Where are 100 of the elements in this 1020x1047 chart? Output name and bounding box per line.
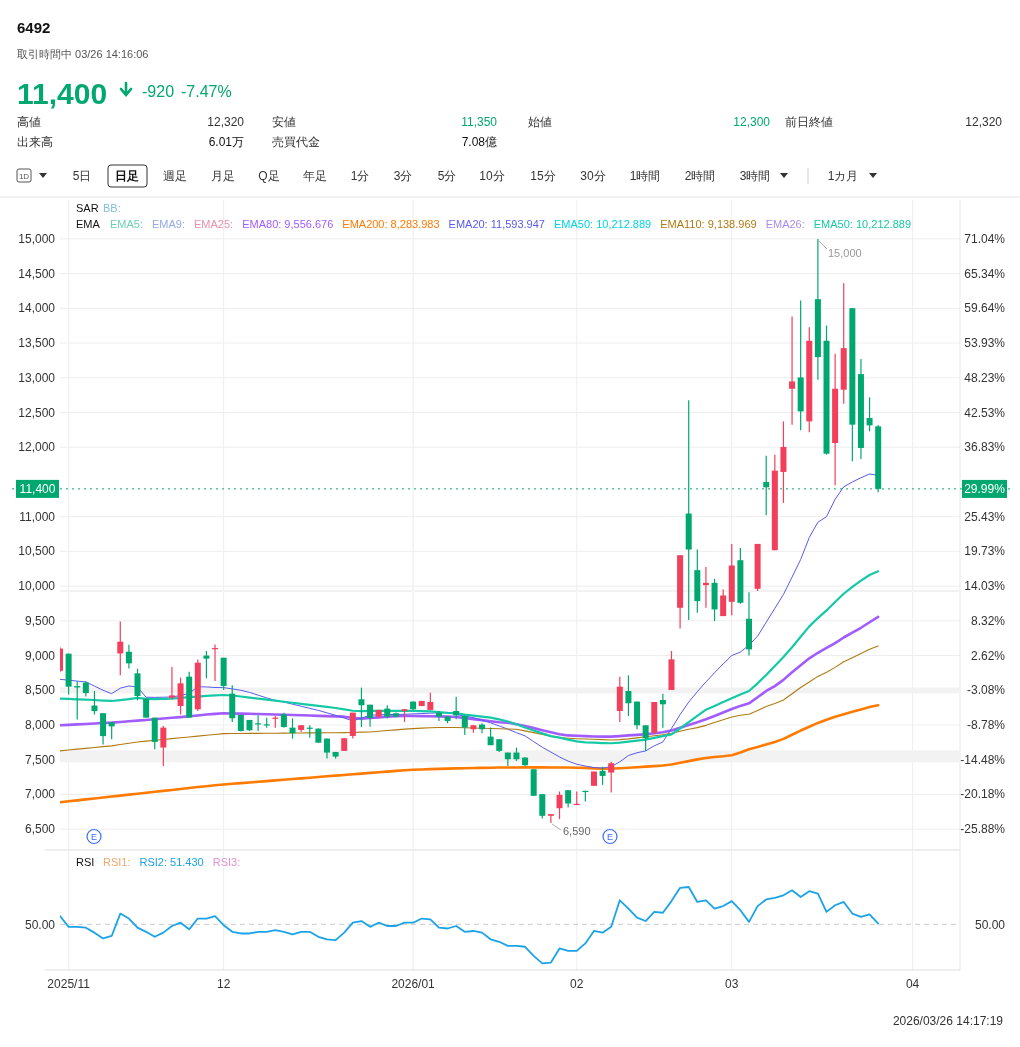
text: Q足 [258, 169, 280, 183]
text: 1カ月 [827, 169, 859, 183]
text: 2時間 [684, 169, 716, 183]
legend-label: EMA5: [110, 218, 144, 230]
legend-label: EMA9: [152, 218, 186, 230]
x-tick-label: 2026/01 [391, 977, 436, 991]
text: 1D [18, 172, 30, 181]
text: 年足 [303, 169, 327, 183]
annotation: SAR [76, 202, 99, 214]
y-tick-label: 10,500 [18, 544, 56, 559]
text: 3時間 [739, 169, 771, 183]
y-tick-label: 7,500 [24, 752, 56, 767]
y-tick-label: 9,000 [24, 648, 56, 663]
y2-tick-label: 71.04% [964, 231, 1006, 246]
y2-tick-label: 25.43% [964, 509, 1006, 524]
text: EMA80: 9,556.676 [242, 218, 334, 230]
text: 11,350 [461, 115, 498, 129]
y-tick-label: 15,000 [18, 231, 56, 246]
y-tick-label: 8,000 [24, 718, 56, 732]
ref-line-label: 29.99% [964, 481, 1006, 496]
text: 安値 [272, 115, 296, 129]
annotation: E [90, 832, 98, 842]
legend-label: RSI3: [212, 856, 241, 868]
y2-tick-label: 36.83% [964, 440, 1006, 455]
y-tick-label: 13,000 [18, 370, 56, 385]
text: 高値 [17, 115, 41, 129]
y2-tick-label: 8.32% [970, 613, 1006, 628]
text: 始値 [528, 115, 552, 129]
y2-tick-label: 19.73% [964, 544, 1006, 559]
y-tick-label: 9,500 [24, 613, 56, 628]
text: -920 [142, 83, 175, 100]
x-tick-label: 03 [725, 977, 739, 991]
legend-label: EMA50: 10,212.889 [553, 218, 652, 230]
annotation: BB: [103, 202, 121, 214]
text: 15分 [530, 169, 556, 183]
x-tick-label: 02 [570, 977, 584, 991]
annotation: EMA [76, 218, 101, 230]
y2-tick-label: -3.08% [966, 683, 1006, 698]
y-tick-label: 14,000 [18, 301, 56, 316]
text: 1分 [350, 169, 370, 183]
text: 11,400 [17, 77, 108, 110]
text: 50.00 [24, 918, 56, 932]
text: 月足 [211, 169, 235, 183]
text: 12,320 [207, 115, 245, 129]
y2-tick-label: -8.78% [966, 718, 1006, 733]
text: 日足 [115, 169, 139, 183]
text: 7.08億 [461, 135, 497, 149]
y-tick-label: 11,000 [19, 509, 56, 524]
text: 1時間 [629, 169, 661, 183]
chart-subtitle: 取引時間中 03/26 14:16:06 [17, 48, 149, 60]
text: 3分 [393, 169, 413, 183]
annotation: 6,590 [563, 825, 591, 837]
y2-tick-label: 48.23% [964, 370, 1006, 385]
y2-tick-label: 42.53% [964, 405, 1006, 420]
ref-line-label: 11,400 [19, 481, 56, 496]
text: 12,320 [965, 115, 1003, 129]
text: 12,300 [733, 115, 771, 129]
text: 5日 [72, 169, 92, 183]
y-tick-label: 8,500 [24, 683, 56, 698]
x-tick-label: 12 [216, 977, 231, 991]
y2-tick-label: -14.48% [960, 752, 1006, 767]
y2-tick-label: 14.03% [964, 579, 1006, 594]
text: 5分 [437, 169, 457, 183]
text: 50.00 [974, 918, 1006, 932]
text: EMA50: 10,212.889 [813, 218, 912, 230]
annotation: 15,000 [828, 247, 862, 259]
y2-tick-label: 2.62% [970, 648, 1006, 663]
text: 出来高 [17, 135, 53, 149]
y-tick-label: 6,500 [24, 822, 56, 837]
y2-tick-label: 65.34% [964, 266, 1006, 281]
y-tick-label: 12,500 [18, 405, 56, 420]
x-tick-label: 04 [905, 977, 920, 991]
y-tick-label: 14,500 [18, 266, 56, 281]
text: EMA110: 9,138.969 [660, 218, 757, 230]
chart-title: 6492 [17, 19, 51, 36]
x-tick-label: 2025/11 [47, 977, 91, 991]
text: 30分 [580, 169, 606, 183]
y2-tick-label: -25.88% [960, 822, 1006, 837]
legend-label: RSI1: [103, 856, 131, 868]
text: 前日終値 [785, 115, 833, 129]
y2-tick-label: 53.93% [964, 336, 1006, 351]
y-tick-label: 10,000 [18, 579, 56, 594]
y-tick-label: 13,500 [18, 336, 56, 351]
text: 売買代金 [272, 135, 320, 149]
text: EMA20: 11,593.947 [448, 218, 545, 230]
y-tick-label: 7,000 [24, 787, 56, 802]
y2-tick-label: 59.64% [964, 301, 1006, 316]
text: RSI2: 51.430 [139, 856, 204, 868]
text: 週足 [163, 169, 187, 183]
y2-tick-label: -20.18% [960, 787, 1006, 802]
text: -7.47% [181, 83, 232, 100]
text: 6.01万 [208, 135, 244, 149]
chart-title: RSI [76, 856, 95, 868]
annotation: E [606, 832, 614, 842]
text: EMA200: 8,283.983 [342, 218, 440, 230]
y-tick-label: 12,000 [18, 440, 56, 455]
text: 2026/03/26 14:17:19 [892, 1014, 1004, 1028]
legend-label: EMA25: [194, 218, 234, 230]
text: 10分 [479, 169, 505, 183]
legend-label: EMA26: [765, 218, 805, 230]
